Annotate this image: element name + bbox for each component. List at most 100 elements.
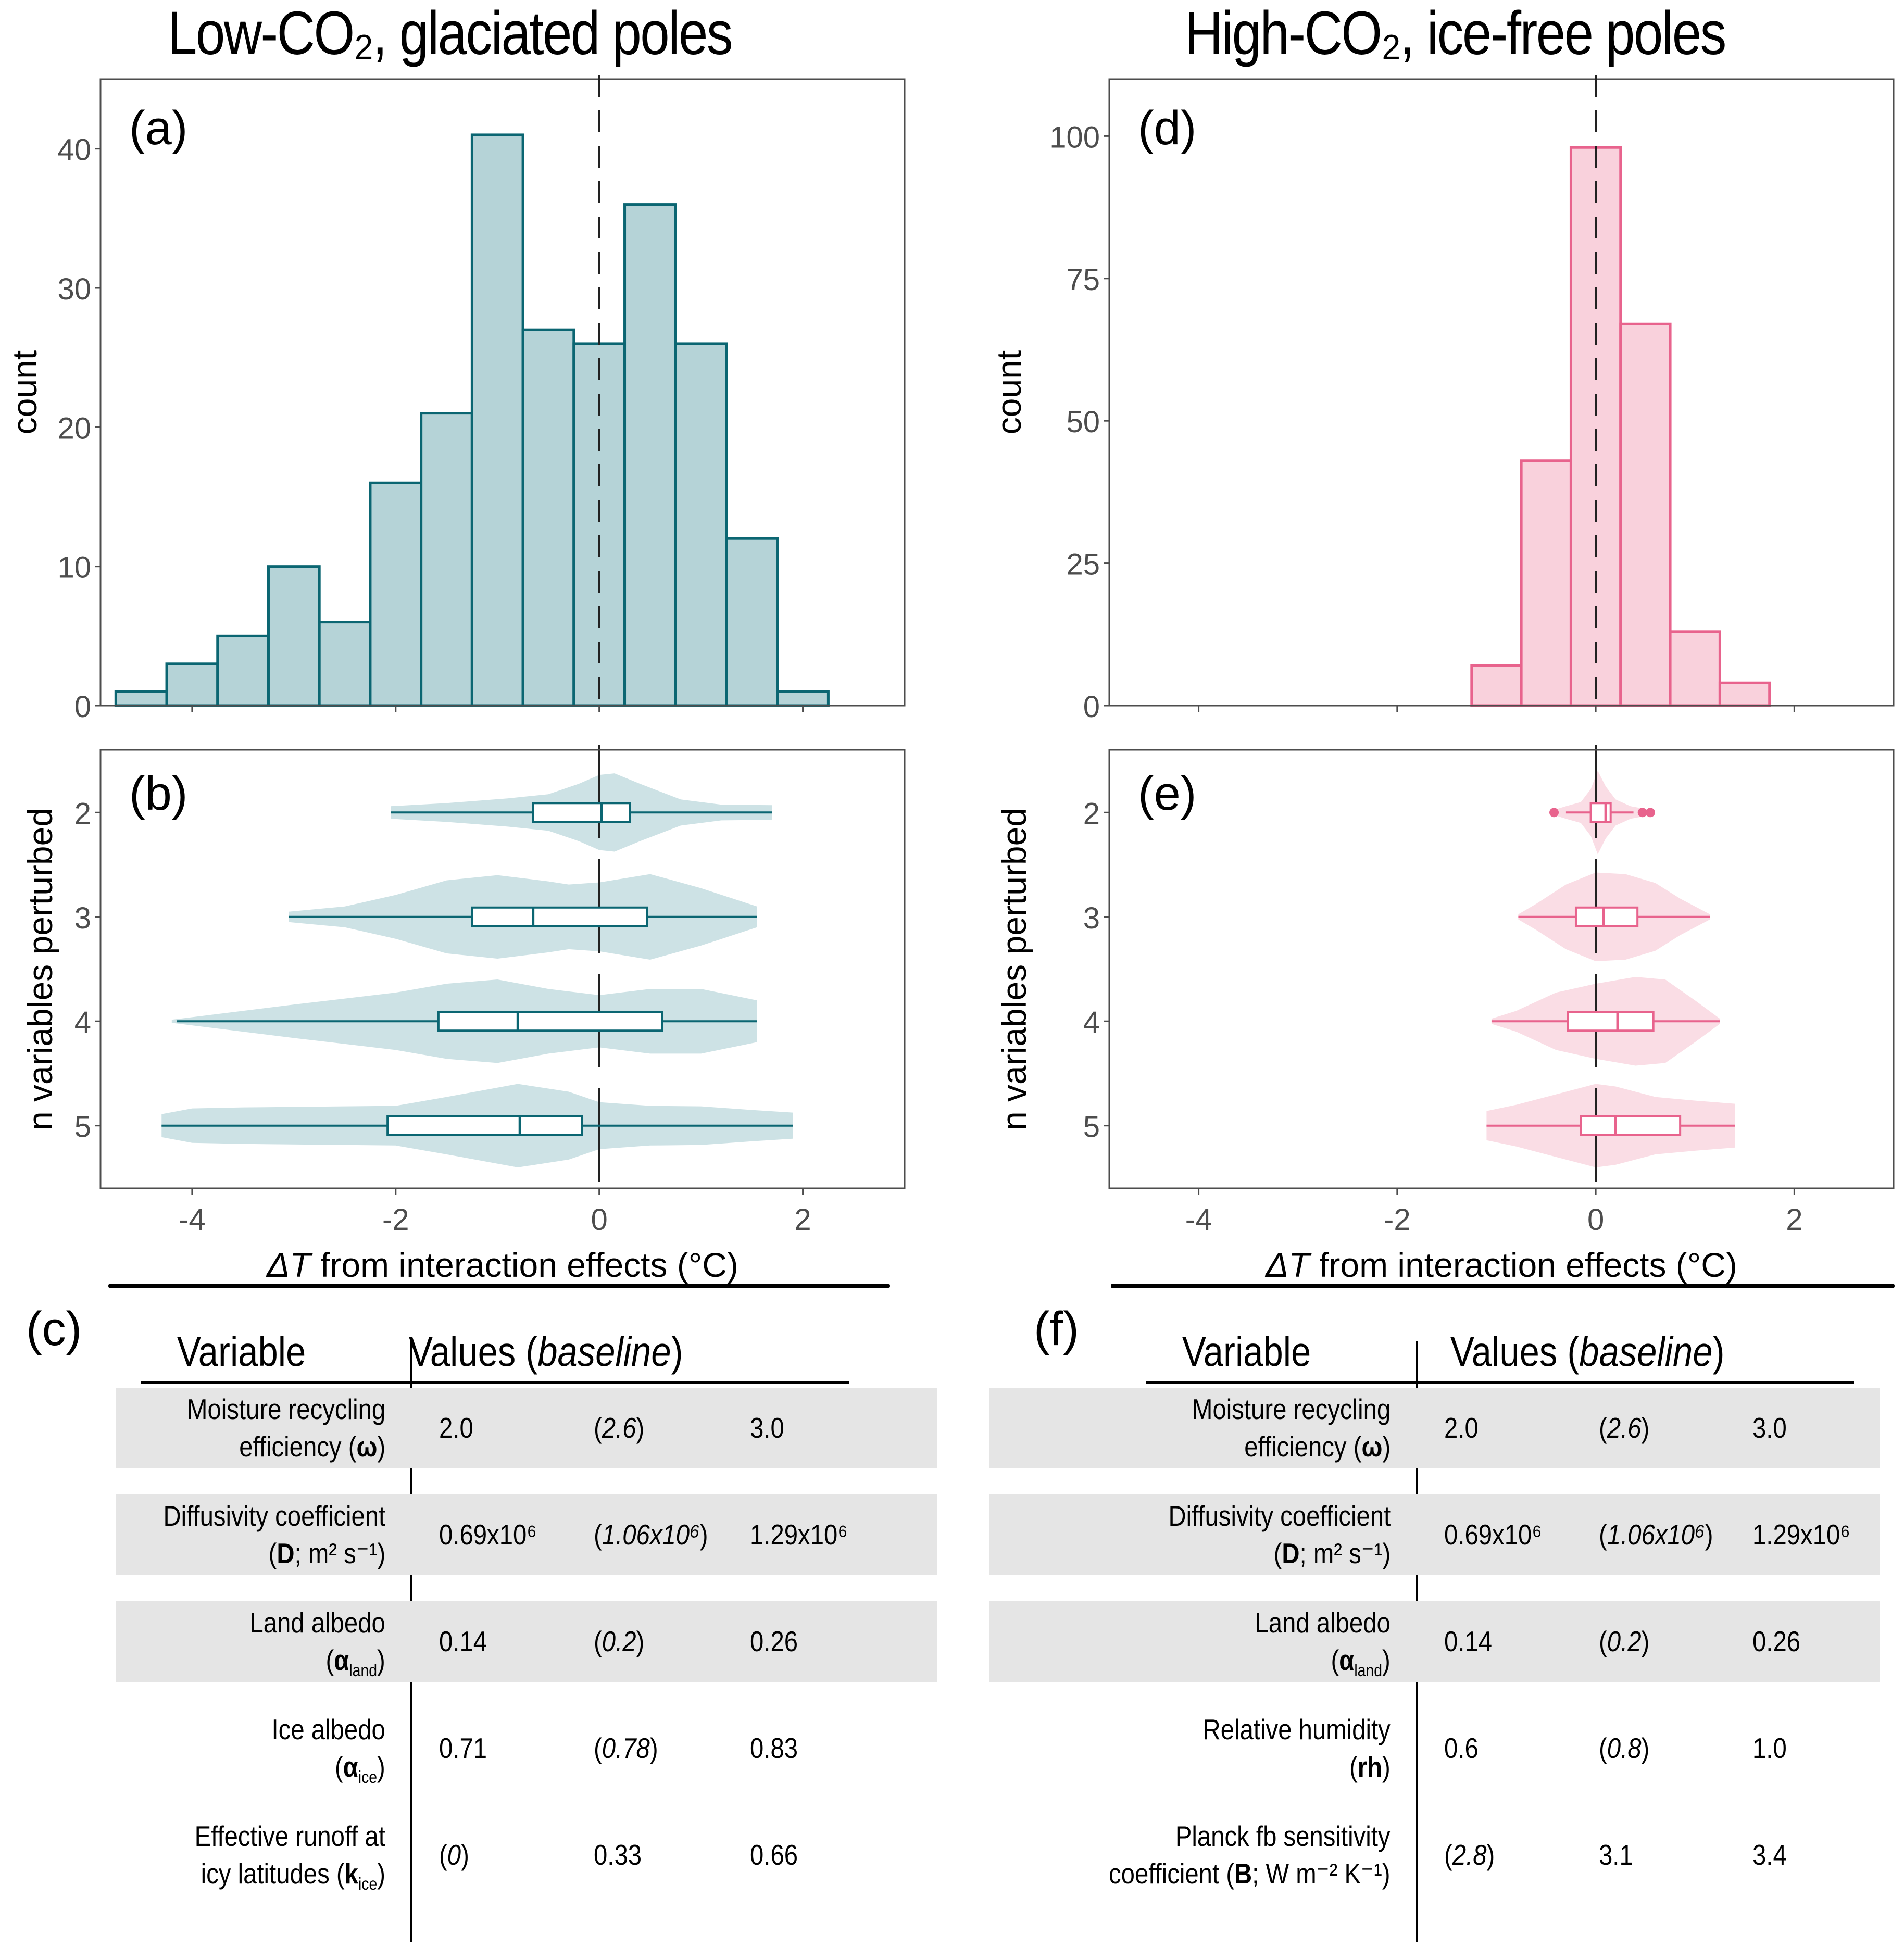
y-axis-label: count bbox=[5, 350, 44, 434]
variable-subscript: ice bbox=[358, 1767, 378, 1787]
histogram-bar bbox=[1619, 322, 1672, 707]
variable-name-line2: efficiency (ω) bbox=[187, 1428, 385, 1465]
value-text: 2.8 bbox=[1452, 1839, 1487, 1871]
plot-frame bbox=[99, 749, 906, 1189]
plot-frame bbox=[1108, 749, 1895, 1189]
x-axis-label-symbol: ΔT bbox=[1264, 1246, 1312, 1284]
variable-name-line1: Land albedo bbox=[1255, 1606, 1391, 1639]
header-variable: Variable bbox=[1182, 1328, 1311, 1375]
variable-name: Land albedo (αland) bbox=[1255, 1604, 1391, 1689]
box-iqr bbox=[1589, 802, 1612, 823]
panel-label: (a) bbox=[129, 102, 187, 155]
value-text: 0.14 bbox=[1444, 1625, 1493, 1657]
value-cell: 1.29x10⁶ bbox=[1752, 1518, 1850, 1551]
histogram-bar bbox=[623, 203, 677, 707]
x-axis-label-symbol: ΔT bbox=[266, 1246, 313, 1284]
table-row-shade bbox=[116, 1388, 937, 1468]
variable-name-pre: ( bbox=[325, 1644, 334, 1676]
value-text: 0.71 bbox=[439, 1732, 487, 1764]
x-tick-label: -2 bbox=[382, 1203, 409, 1237]
histogram-bar bbox=[470, 133, 524, 707]
baseline-value: (2.6) bbox=[1599, 1411, 1649, 1444]
y-axis-label: n variables perturbed bbox=[995, 808, 1033, 1130]
value-cell: 0.71 bbox=[439, 1731, 487, 1765]
histogram-bar bbox=[1718, 681, 1771, 707]
histogram-bar bbox=[114, 690, 168, 707]
section-divider-left bbox=[108, 1284, 890, 1288]
variable-name-post: ) bbox=[377, 1644, 385, 1676]
value-cell: 0.6 bbox=[1444, 1731, 1479, 1765]
x-axis-label-text: from interaction effects (°C) bbox=[311, 1246, 738, 1284]
variable-subscript: land bbox=[1354, 1661, 1383, 1680]
panel-label: (b) bbox=[129, 767, 187, 820]
table-f: (f) Variable Values (baseline) Moisture rec… bbox=[989, 1291, 1904, 1947]
variable-name-post: ) bbox=[1382, 1430, 1391, 1463]
histogram-d: 0 25 50 75 100 count (d) bbox=[989, 75, 1895, 724]
y-tick-label: 20 bbox=[57, 411, 91, 445]
value-text: 2.6 bbox=[602, 1412, 636, 1444]
value-text: 2.6 bbox=[1607, 1412, 1642, 1444]
variable-symbol: D bbox=[277, 1537, 295, 1569]
panel-label: (d) bbox=[1138, 102, 1196, 155]
value-text: 3.4 bbox=[1752, 1839, 1787, 1871]
value-text: 0.33 bbox=[594, 1839, 642, 1871]
variable-name-post: ) bbox=[1382, 1751, 1391, 1783]
variable-symbol: α bbox=[1339, 1644, 1355, 1676]
value-cell: 2.0 bbox=[1444, 1411, 1479, 1444]
variable-name: Diffusivity coefficient (D; m² s⁻¹) bbox=[1168, 1497, 1391, 1572]
variable-name-line1: Land albedo bbox=[249, 1606, 385, 1639]
value-text: 0.8 bbox=[1607, 1732, 1642, 1764]
y-tick-label: 25 bbox=[1066, 548, 1100, 582]
baseline-value: (0.78) bbox=[594, 1731, 658, 1765]
left-title: Low-CO₂, glaciated poles bbox=[168, 0, 733, 68]
table-row-shade bbox=[116, 1601, 937, 1682]
variable-name-line1: Diffusivity coefficient bbox=[163, 1500, 385, 1532]
violin-e: 2 3 4 5 -4 -2 0 2 ΔT from interaction effects (°… bbox=[995, 745, 1895, 1284]
variable-name-line1: Relative humidity bbox=[1202, 1713, 1391, 1745]
paren-close: ) bbox=[1641, 1732, 1650, 1764]
variable-name-line1: Moisture recycling bbox=[1192, 1393, 1391, 1425]
variable-name: Diffusivity coefficient (D; m² s⁻¹) bbox=[163, 1497, 385, 1572]
value-text: 0.14 bbox=[439, 1625, 487, 1657]
right-title: High-CO₂, ice-free poles bbox=[1185, 0, 1726, 68]
variable-symbol: k bbox=[344, 1857, 358, 1890]
x-tick-label: -4 bbox=[179, 1203, 206, 1237]
violin-b: 2 3 4 5 -4 -2 0 2 ΔT from interaction effects (°… bbox=[21, 745, 906, 1284]
value-text: 0 bbox=[447, 1839, 461, 1871]
baseline-value: (1.06x10⁶) bbox=[594, 1518, 708, 1551]
variable-name-pre: efficiency ( bbox=[1244, 1430, 1362, 1463]
table-panel-label: (f) bbox=[1034, 1302, 1079, 1355]
variable-name: Moisture recycling efficiency (ω) bbox=[1192, 1390, 1391, 1465]
variable-name-post: ) bbox=[377, 1857, 385, 1890]
paren-open: ( bbox=[594, 1518, 602, 1551]
value-cell: 0.69x10⁶ bbox=[1444, 1518, 1542, 1551]
value-text: 3.0 bbox=[1752, 1412, 1787, 1444]
variable-symbol: rh bbox=[1357, 1751, 1383, 1783]
variable-name-post: ) bbox=[1382, 1537, 1391, 1569]
value-text: 0.83 bbox=[750, 1732, 798, 1764]
histogram-bar bbox=[420, 412, 473, 707]
variable-units: ; m² s⁻¹ bbox=[1299, 1537, 1383, 1569]
value-text: 0.69x10⁶ bbox=[1444, 1518, 1542, 1551]
paren-close: ) bbox=[1705, 1518, 1713, 1551]
paren-open: ( bbox=[1599, 1625, 1607, 1657]
variable-name: Land albedo (αland) bbox=[250, 1604, 385, 1689]
paren-close: ) bbox=[699, 1518, 708, 1551]
variable-name-line1: Moisture recycling bbox=[186, 1393, 385, 1425]
baseline-value: (0.8) bbox=[1599, 1731, 1649, 1765]
variable-name-post: ) bbox=[1382, 1857, 1391, 1890]
value-cell: 0.14 bbox=[1444, 1625, 1492, 1658]
value-cell: 0.14 bbox=[439, 1625, 487, 1658]
table-row-shade bbox=[116, 1494, 937, 1575]
variable-name-line1: Ice albedo bbox=[271, 1713, 385, 1745]
y-tick-label: 40 bbox=[57, 133, 91, 167]
y-axis-label: n variables perturbed bbox=[21, 808, 59, 1130]
value-text: 0.69x10⁶ bbox=[439, 1518, 537, 1551]
variable-subscript: ice bbox=[358, 1874, 378, 1893]
y-tick-label: 75 bbox=[1066, 263, 1100, 297]
histogram-bar bbox=[267, 565, 321, 707]
value-text: 0.2 bbox=[1607, 1625, 1642, 1657]
variable-name-post: ) bbox=[1382, 1644, 1391, 1676]
value-cell: 3.0 bbox=[1752, 1411, 1787, 1444]
variable-name-line2: (αland) bbox=[250, 1641, 385, 1689]
